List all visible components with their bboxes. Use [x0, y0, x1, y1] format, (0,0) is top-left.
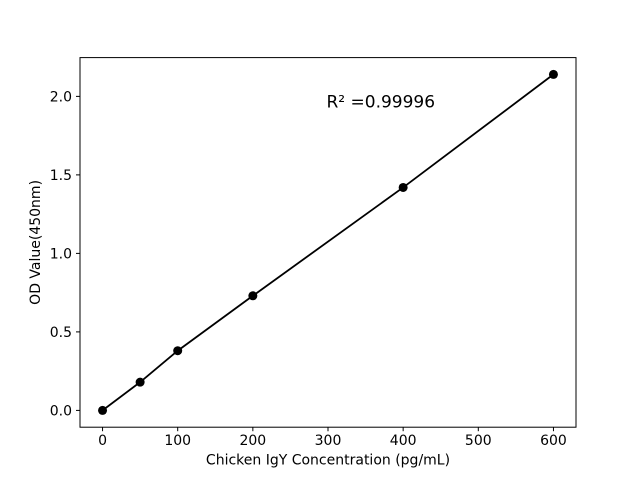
x-tick-label: 600	[540, 433, 567, 449]
y-tick-label: 2.0	[50, 89, 72, 105]
y-tick-label: 0.5	[50, 325, 72, 341]
annotations: R² =0.99996	[326, 92, 435, 112]
r-squared-annotation: R² =0.99996	[326, 92, 435, 112]
x-axis: 0 100 200 300 400 500 600 Chicken IgY Concentra…	[98, 427, 567, 469]
x-tick-label: 300	[315, 433, 342, 449]
y-tick-label: 1.0	[50, 246, 72, 262]
data-point	[173, 346, 183, 356]
fit-line	[102, 73, 554, 412]
data-point	[398, 182, 408, 192]
x-tick-label: 0	[98, 433, 107, 449]
x-tick-label: 400	[390, 433, 417, 449]
y-axis-label: OD Value(450nm)	[28, 180, 44, 305]
x-tick-label: 100	[164, 433, 191, 449]
y-axis: 0.0 0.5 1.0 1.5 2.0 OD Value(450nm)	[28, 89, 80, 419]
data-point	[548, 69, 558, 79]
data-point	[135, 377, 145, 387]
data-series	[98, 69, 558, 415]
x-tick-label: 200	[239, 433, 266, 449]
x-axis-label: Chicken IgY Concentration (pg/mL)	[206, 453, 450, 469]
y-tick-label: 0.0	[50, 403, 72, 419]
x-tick-label: 500	[465, 433, 492, 449]
data-point	[98, 405, 108, 415]
y-tick-label: 1.5	[50, 168, 72, 184]
data-point	[248, 291, 258, 301]
